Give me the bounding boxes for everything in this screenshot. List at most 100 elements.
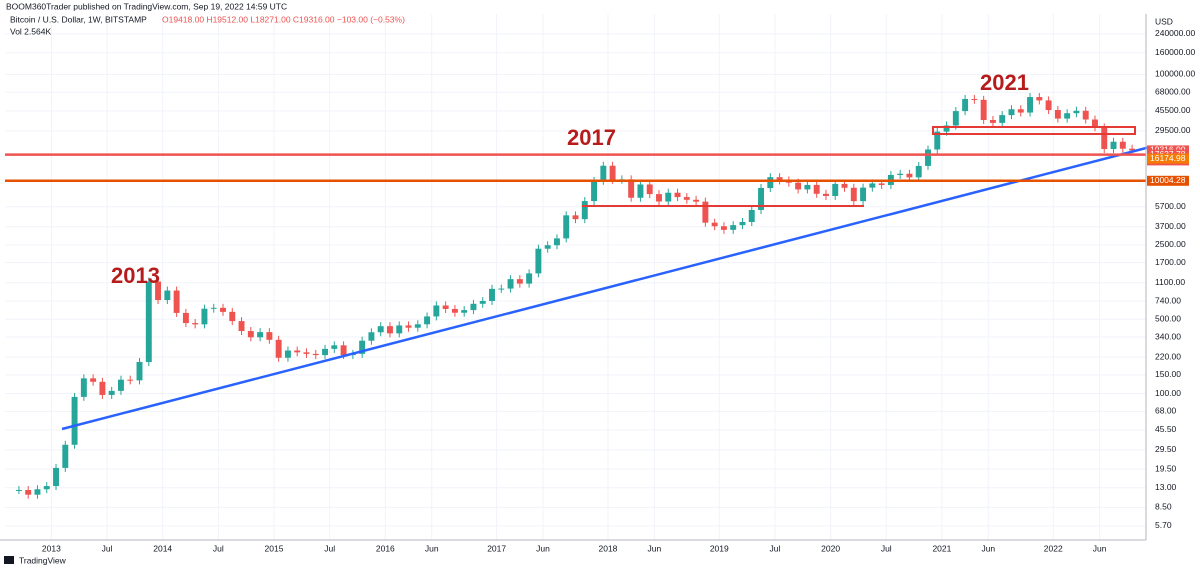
candle-body bbox=[609, 165, 616, 180]
candle-body bbox=[294, 350, 301, 353]
candle-body bbox=[414, 324, 421, 328]
y-tick-label: 100.00 bbox=[1155, 388, 1181, 398]
candle-body bbox=[628, 179, 635, 198]
x-tick-label: 2019 bbox=[710, 543, 729, 553]
x-tick-label: 2015 bbox=[265, 543, 284, 553]
x-tick-label: Jun bbox=[1093, 543, 1107, 553]
candle-body bbox=[526, 273, 533, 284]
levels bbox=[5, 153, 1146, 183]
candle-body bbox=[507, 279, 514, 289]
y-tick-label: 160000.00 bbox=[1155, 47, 1195, 57]
y-tick-label: 150.00 bbox=[1155, 369, 1181, 379]
candle-body bbox=[247, 331, 254, 338]
annotation: 2017 bbox=[567, 125, 616, 150]
y-tick-label: 8.50 bbox=[1155, 502, 1172, 512]
candle-body bbox=[860, 187, 867, 202]
x-tick-label: Jun bbox=[425, 543, 439, 553]
candle-body bbox=[173, 290, 180, 313]
y-tick-label: 1100.00 bbox=[1155, 277, 1185, 287]
x-tick-label: Jul bbox=[881, 543, 892, 553]
candle-body bbox=[201, 308, 208, 325]
candle-body bbox=[80, 378, 87, 397]
x-tick-label: 2022 bbox=[1044, 543, 1063, 553]
candle-body bbox=[553, 238, 560, 246]
x-tick-label: Jun bbox=[981, 543, 995, 553]
y-tick-label: 100000.00 bbox=[1155, 69, 1195, 79]
candle-body bbox=[748, 209, 755, 222]
y-tick-label: 45.50 bbox=[1155, 424, 1177, 434]
currency: USD bbox=[1155, 16, 1173, 26]
candle-body bbox=[266, 332, 273, 340]
candle-body bbox=[229, 311, 236, 322]
candle-body bbox=[637, 184, 644, 198]
candle-body bbox=[257, 332, 264, 338]
candle-body bbox=[182, 312, 189, 324]
y-tick-label: 68000.00 bbox=[1155, 87, 1191, 97]
footer: TradingView bbox=[19, 555, 67, 565]
candle-body bbox=[359, 340, 366, 354]
trend-line bbox=[61, 145, 1151, 431]
price-label-box bbox=[1147, 175, 1189, 186]
candle-body bbox=[387, 326, 393, 334]
candle-body bbox=[795, 182, 802, 190]
candle-body bbox=[1092, 119, 1098, 128]
candle-body bbox=[1008, 109, 1015, 116]
y-tick-label: 45500.00 bbox=[1155, 105, 1191, 115]
candle-body bbox=[192, 323, 199, 325]
candle-body bbox=[62, 444, 69, 468]
candle-body bbox=[303, 352, 310, 354]
candle-body bbox=[952, 111, 959, 126]
y-tick-label: 13.00 bbox=[1155, 482, 1177, 492]
candle-body bbox=[665, 192, 672, 202]
candle-body bbox=[1101, 127, 1108, 150]
candle-body bbox=[720, 226, 727, 230]
x-tick-label: Jul bbox=[102, 543, 113, 553]
candle-body bbox=[99, 381, 106, 395]
candle-body bbox=[108, 390, 115, 395]
candle-body bbox=[646, 184, 653, 195]
candle-body bbox=[869, 183, 876, 188]
candle-body bbox=[461, 310, 468, 313]
candle-body bbox=[850, 187, 857, 202]
candle-body bbox=[284, 350, 291, 358]
x-tick-label: 2017 bbox=[487, 543, 506, 553]
candle-body bbox=[1054, 110, 1061, 119]
candle-body bbox=[1073, 110, 1080, 114]
candle-body bbox=[980, 99, 987, 120]
candle-body bbox=[730, 225, 737, 230]
candle-body bbox=[535, 248, 542, 274]
symbol: Bitcoin / U.S. Dollar, 1W, BITSTAMP bbox=[10, 14, 147, 24]
candle-body bbox=[34, 489, 41, 495]
candle-body bbox=[1082, 110, 1089, 120]
x-tick-label: 2014 bbox=[153, 543, 172, 553]
candle-body bbox=[479, 300, 486, 304]
candle-body bbox=[1017, 109, 1024, 113]
y-tick-label: 68.00 bbox=[1155, 406, 1177, 416]
candle-body bbox=[600, 165, 607, 181]
candle-body bbox=[210, 307, 217, 309]
candle-body bbox=[776, 177, 783, 181]
candle-body bbox=[683, 197, 690, 200]
candle-body bbox=[989, 119, 996, 123]
candles bbox=[15, 93, 1136, 499]
candle-body bbox=[702, 201, 709, 223]
y-tick-label: 5.70 bbox=[1155, 520, 1172, 530]
candle-body bbox=[767, 177, 774, 188]
y-tick-label: 19.50 bbox=[1155, 463, 1177, 473]
y-tick-label: 220.00 bbox=[1155, 351, 1181, 361]
candle-body bbox=[489, 288, 495, 301]
candle-body bbox=[544, 245, 551, 249]
candle-body bbox=[164, 290, 171, 301]
y-tick-label: 340.00 bbox=[1155, 331, 1181, 341]
candle-body bbox=[377, 326, 384, 333]
candle-body bbox=[145, 281, 152, 362]
candle-body bbox=[971, 98, 978, 100]
candle-body bbox=[396, 325, 403, 334]
candle-body bbox=[1110, 141, 1117, 150]
candle-body bbox=[15, 489, 22, 491]
x-tick-label: 2018 bbox=[599, 543, 618, 553]
logo bbox=[4, 556, 14, 564]
candle-body bbox=[312, 353, 319, 356]
candle-body bbox=[442, 305, 449, 309]
candle-body bbox=[451, 308, 458, 313]
